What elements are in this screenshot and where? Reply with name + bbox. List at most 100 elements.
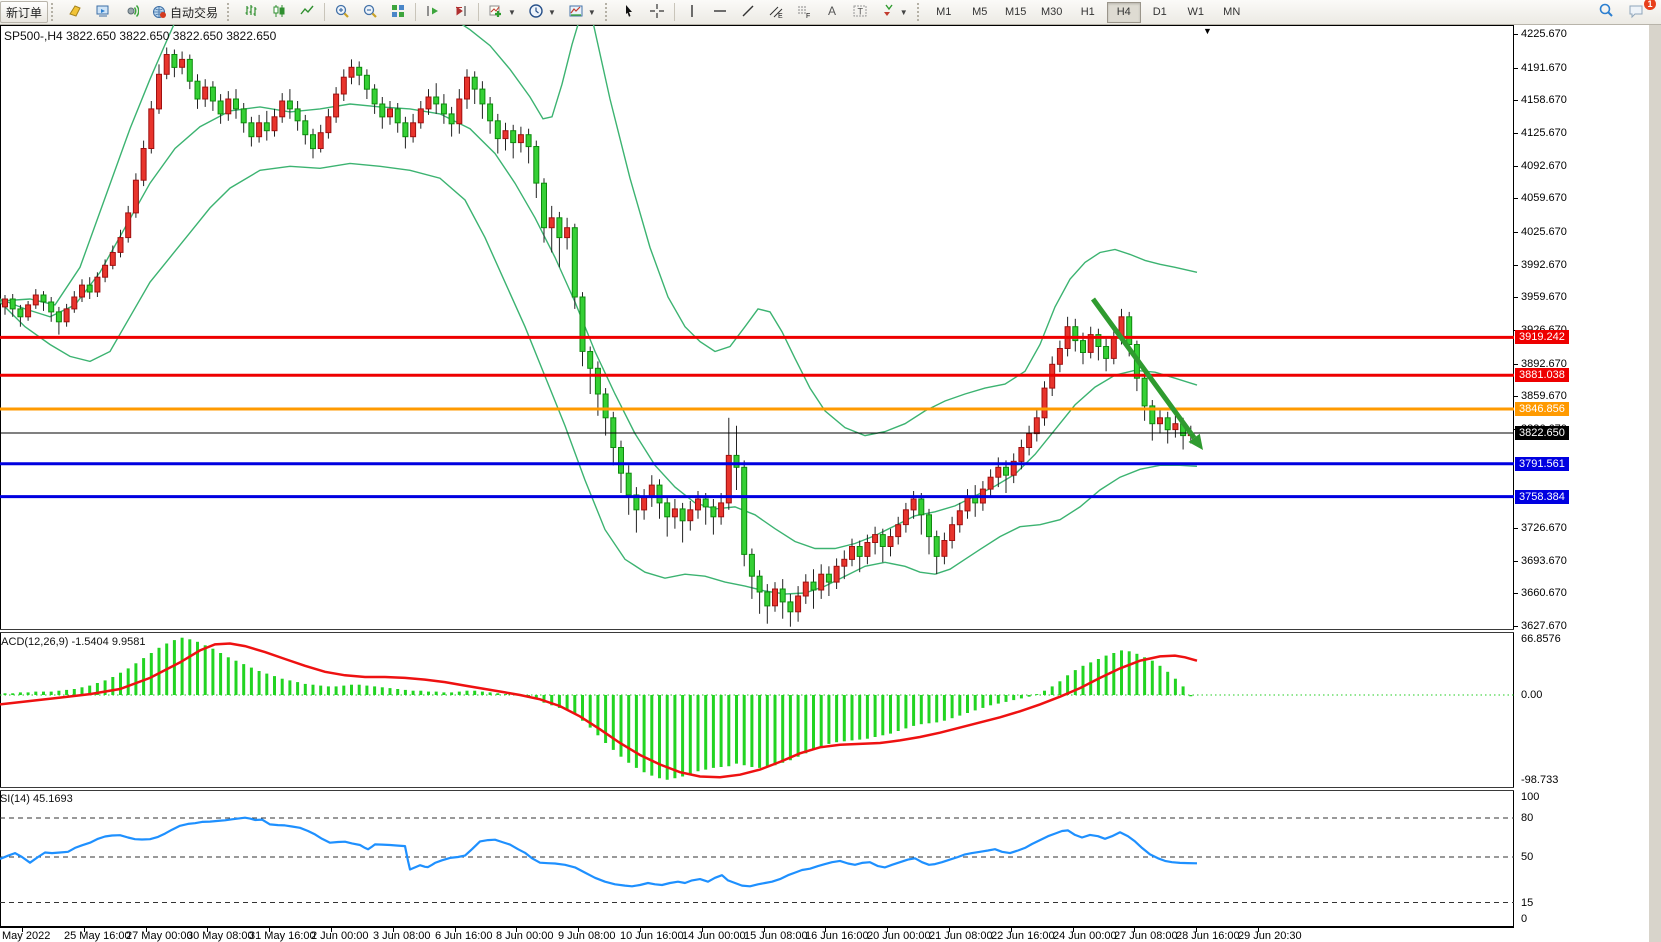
- toolbar-grip[interactable]: [916, 3, 924, 21]
- time-tick: [578, 928, 579, 932]
- time-label: 30 May 08:00: [187, 930, 254, 942]
- axis-tick: [1514, 297, 1518, 298]
- candlestick-chart-icon: [271, 3, 287, 22]
- timeframe-mn[interactable]: MN: [1223, 6, 1241, 18]
- zoom-in-button[interactable]: [328, 1, 356, 23]
- macd-tick-label: 0.00: [1521, 689, 1543, 701]
- time-tick: [269, 928, 270, 932]
- toolbar: 新订单 自动交易: [0, 0, 1661, 25]
- notifications-button[interactable]: 1: [1621, 0, 1656, 23]
- time-tick: [516, 928, 517, 932]
- price-line-label: 3758.384: [1515, 490, 1569, 504]
- candlestick-chart-button[interactable]: [265, 1, 293, 23]
- price-line-label: 3881.038: [1515, 368, 1569, 382]
- new-order-button[interactable]: 新订单: [0, 1, 49, 23]
- trendline-button[interactable]: [734, 1, 762, 23]
- timeframe-h4[interactable]: H4: [1106, 1, 1141, 23]
- indicators-button[interactable]: ▼: [482, 1, 522, 23]
- clock-icon: [528, 3, 544, 22]
- axis-tick: [1514, 626, 1518, 627]
- timeframe-m15[interactable]: M15: [1005, 6, 1027, 18]
- trend-arrow[interactable]: [1090, 297, 1197, 440]
- rsi-line: [0, 816, 1198, 888]
- toolbar-grip[interactable]: [227, 3, 234, 21]
- time-tick: [1011, 928, 1012, 932]
- time-tick: [207, 928, 208, 932]
- timeframe-h1[interactable]: H1: [1080, 6, 1095, 18]
- macd-axis[interactable]: 66.8576 0.00 -98.733: [1514, 0, 1649, 788]
- autotrading-button[interactable]: 自动交易: [145, 1, 224, 23]
- toolbar-grip[interactable]: [51, 3, 58, 21]
- terminal-button[interactable]: [89, 1, 117, 23]
- timeframe-m30[interactable]: M30: [1041, 6, 1063, 18]
- rsi-tick-label: 15: [1521, 897, 1534, 909]
- time-tick: [393, 928, 394, 932]
- macd-panel[interactable]: [0, 633, 1514, 788]
- autotrading-label: 自动交易: [170, 5, 219, 20]
- time-tick: [1134, 928, 1135, 932]
- time-label: 16 Jun 16:00: [805, 930, 869, 942]
- equidistant-channel-button[interactable]: E: [762, 1, 790, 23]
- timeframe-m5[interactable]: M5: [972, 6, 988, 18]
- chevron-down-icon: ▼: [547, 7, 556, 17]
- axis-tick: [1514, 166, 1518, 167]
- time-label: 25 May 16:00: [64, 930, 131, 942]
- price-tick-label: 4092.670: [1521, 160, 1567, 172]
- panel-separator[interactable]: [0, 629, 1514, 633]
- autotrading-icon: [151, 3, 167, 22]
- price-axis[interactable]: 4225.670 4191.670 4158.670 4125.670 4092…: [1514, 0, 1649, 632]
- bar-chart-icon: [243, 3, 259, 22]
- time-label: 31 May 16:00: [249, 930, 316, 942]
- timeframe-w1[interactable]: W1: [1187, 6, 1204, 18]
- axis-tick: [1514, 232, 1518, 233]
- rsi-axis[interactable]: 100 80 50 15 0: [1514, 0, 1649, 927]
- auto-scroll-button[interactable]: [419, 1, 447, 23]
- time-tick: [1196, 928, 1197, 932]
- chevron-down-icon: ▼: [508, 7, 516, 17]
- tile-windows-button[interactable]: [384, 1, 412, 23]
- time-tick: [640, 928, 641, 932]
- metaeditor-button[interactable]: [61, 1, 89, 23]
- line-chart-button[interactable]: [293, 1, 321, 23]
- chevron-down-icon: ▼: [899, 7, 908, 17]
- horizontal-line-button[interactable]: [706, 1, 734, 23]
- crosshair-button[interactable]: [643, 1, 671, 23]
- price-line-label: 3846.856: [1515, 402, 1569, 416]
- zoom-out-icon: [362, 3, 378, 22]
- axis-tick: [1514, 528, 1518, 529]
- arrows-button[interactable]: ▼: [874, 1, 914, 23]
- chart-shift-button[interactable]: [447, 1, 475, 23]
- rsi-label: RSI(14) 45.1693: [0, 793, 73, 805]
- trend-arrow-head: [1188, 433, 1203, 450]
- search-button[interactable]: [1591, 1, 1621, 23]
- text-label-button[interactable]: T: [846, 1, 874, 23]
- bar-chart-button[interactable]: [237, 1, 265, 23]
- rsi-panel[interactable]: [0, 791, 1514, 927]
- periods-button[interactable]: ▼: [522, 1, 562, 23]
- vertical-line-button[interactable]: [678, 1, 706, 23]
- time-label: 27 May 00:00: [126, 930, 193, 942]
- horizontal-line-icon: [712, 3, 728, 22]
- panel-separator[interactable]: [0, 787, 1514, 791]
- window-edge-strip: [1649, 25, 1661, 942]
- zoom-out-button[interactable]: [356, 1, 384, 23]
- bollinger-middle-band: [0, 103, 1198, 550]
- time-label: 3 Jun 08:00: [373, 930, 431, 942]
- tile-windows-icon: [390, 3, 406, 22]
- axis-tick: [1514, 34, 1518, 35]
- fibonacci-button[interactable]: F: [790, 1, 818, 23]
- text-button[interactable]: A: [818, 1, 846, 23]
- axis-tick: [1514, 561, 1518, 562]
- toolbar-grip[interactable]: [604, 3, 612, 21]
- time-tick: [1073, 928, 1074, 932]
- cursor-button[interactable]: [615, 1, 643, 23]
- timeframe-d1[interactable]: D1: [1152, 6, 1167, 18]
- main-chart-panel[interactable]: ▼: [0, 25, 1514, 630]
- timeframe-m1[interactable]: M1: [936, 6, 952, 18]
- price-tick-label: 3660.670: [1521, 587, 1567, 599]
- strategy-tester-button[interactable]: [117, 1, 145, 23]
- templates-button[interactable]: ▼: [562, 1, 602, 23]
- chart-shift-marker[interactable]: ▼: [1203, 26, 1212, 36]
- macd-tick-label: 66.8576: [1521, 633, 1561, 645]
- time-axis[interactable]: May 2022 25 May 16:00 27 May 00:00 30 Ma…: [0, 927, 1514, 942]
